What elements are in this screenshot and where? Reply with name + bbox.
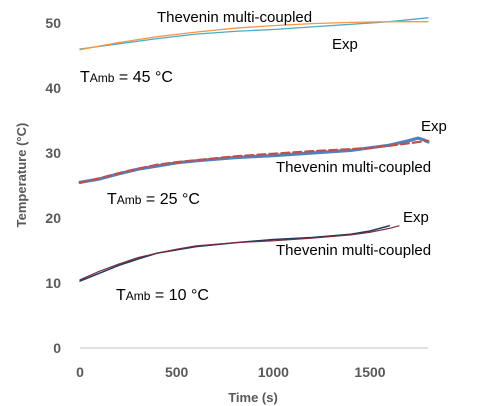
series-line-model-10 bbox=[79, 225, 400, 281]
annotations: Thevenin multi-coupled Exp Exp Thevenin … bbox=[157, 9, 447, 259]
y-tick-label: 30 bbox=[45, 145, 61, 161]
x-tick-label: 1500 bbox=[354, 364, 385, 380]
x-tick-label: 1000 bbox=[258, 364, 289, 380]
series-line-exp-45 bbox=[79, 17, 429, 50]
annotation-t25-exp: Exp bbox=[421, 118, 447, 135]
annotation-t10-model: Thevenin multi-coupled bbox=[276, 242, 431, 259]
x-tick-label: 500 bbox=[165, 364, 189, 380]
x-tick-label: 0 bbox=[76, 364, 84, 380]
y-tick-label: 20 bbox=[45, 210, 61, 226]
annotation-t10-exp: Exp bbox=[403, 209, 429, 226]
x-axis-title: Time (s) bbox=[228, 390, 278, 405]
x-tick-labels: 0 500 1000 1500 bbox=[76, 364, 386, 380]
y-tick-label: 10 bbox=[45, 275, 61, 291]
annotation-t45-exp: Exp bbox=[332, 36, 358, 53]
y-tick-label: 50 bbox=[45, 15, 61, 31]
annotation-t25-model: Thevenin multi-coupled bbox=[276, 159, 431, 176]
y-tick-label: 0 bbox=[53, 340, 61, 356]
y-tick-label: 40 bbox=[45, 80, 61, 96]
y-axis-title: Temperature (°C) bbox=[14, 123, 29, 228]
series-line-model-45 bbox=[79, 21, 429, 51]
series-layer bbox=[78, 17, 430, 282]
series-line-model-25 bbox=[78, 139, 430, 184]
ambient-label-10: TAmb = 10 °C bbox=[116, 287, 209, 304]
ambient-labels: TAmb = 45 °C TAmb = 25 °C TAmb = 10 °C bbox=[80, 69, 209, 304]
y-tick-labels: 0 10 20 30 40 50 bbox=[45, 15, 61, 356]
ambient-label-25: TAmb = 25 °C bbox=[107, 191, 200, 208]
annotation-t45-model: Thevenin multi-coupled bbox=[157, 9, 312, 26]
ambient-label-45: TAmb = 45 °C bbox=[80, 69, 173, 86]
